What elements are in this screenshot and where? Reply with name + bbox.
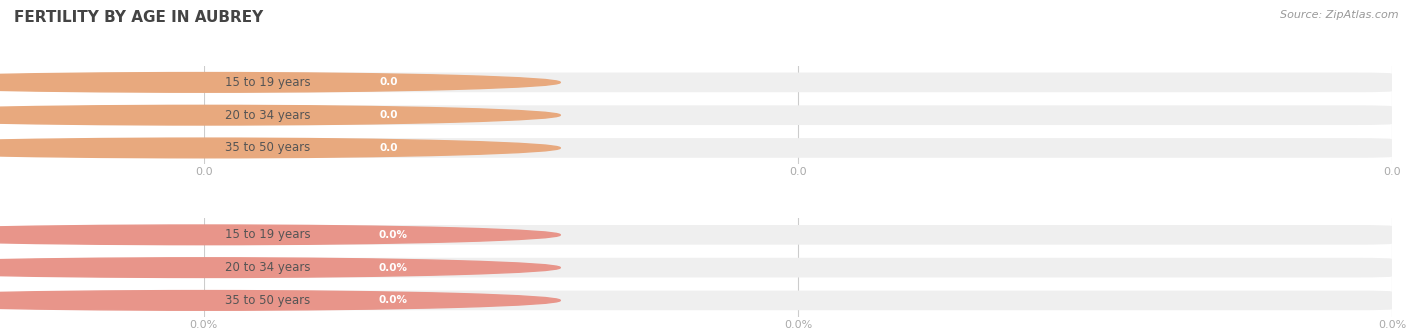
Text: 0.0: 0.0 bbox=[380, 143, 398, 153]
Text: 20 to 34 years: 20 to 34 years bbox=[225, 261, 311, 274]
Circle shape bbox=[0, 138, 561, 158]
FancyBboxPatch shape bbox=[364, 294, 422, 307]
Text: 20 to 34 years: 20 to 34 years bbox=[225, 109, 311, 122]
Text: FERTILITY BY AGE IN AUBREY: FERTILITY BY AGE IN AUBREY bbox=[14, 10, 263, 25]
FancyBboxPatch shape bbox=[364, 109, 415, 122]
Text: 35 to 50 years: 35 to 50 years bbox=[225, 294, 311, 307]
FancyBboxPatch shape bbox=[204, 105, 1392, 125]
Circle shape bbox=[0, 258, 561, 278]
Circle shape bbox=[0, 105, 561, 125]
Circle shape bbox=[0, 225, 561, 245]
Text: 0.0: 0.0 bbox=[380, 110, 398, 120]
FancyBboxPatch shape bbox=[204, 73, 1392, 92]
Text: 0.0%: 0.0% bbox=[378, 295, 408, 305]
Text: 0.0%: 0.0% bbox=[378, 263, 408, 273]
Text: 0.0: 0.0 bbox=[380, 78, 398, 87]
FancyBboxPatch shape bbox=[364, 228, 422, 242]
Circle shape bbox=[0, 73, 561, 92]
FancyBboxPatch shape bbox=[204, 225, 1392, 245]
Text: 35 to 50 years: 35 to 50 years bbox=[225, 142, 311, 154]
Circle shape bbox=[0, 291, 561, 310]
FancyBboxPatch shape bbox=[364, 141, 415, 155]
FancyBboxPatch shape bbox=[204, 291, 1392, 310]
Text: Source: ZipAtlas.com: Source: ZipAtlas.com bbox=[1281, 10, 1399, 20]
FancyBboxPatch shape bbox=[204, 258, 1392, 278]
Text: 15 to 19 years: 15 to 19 years bbox=[225, 76, 311, 89]
FancyBboxPatch shape bbox=[204, 138, 1392, 158]
FancyBboxPatch shape bbox=[364, 261, 422, 274]
FancyBboxPatch shape bbox=[364, 76, 415, 89]
Text: 0.0%: 0.0% bbox=[378, 230, 408, 240]
Text: 15 to 19 years: 15 to 19 years bbox=[225, 228, 311, 241]
